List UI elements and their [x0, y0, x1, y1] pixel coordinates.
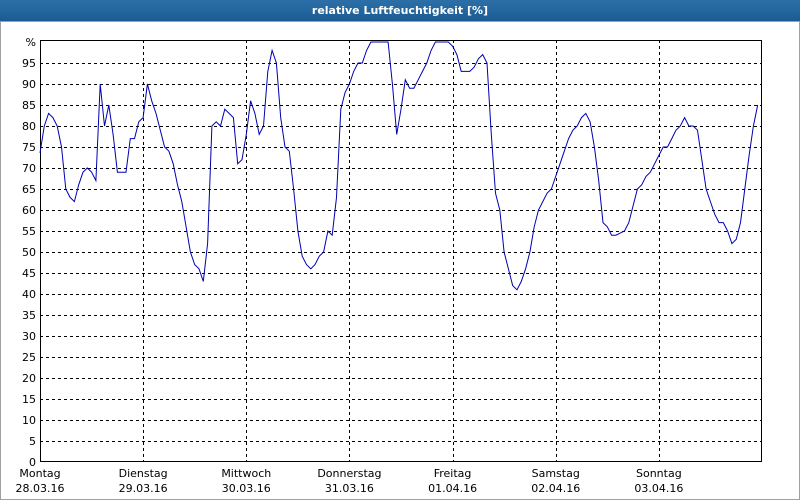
y-tick-label: %: [26, 36, 36, 49]
x-tick-label: 31.03.16: [325, 482, 374, 495]
y-tick-label: 45: [22, 267, 36, 280]
x-tick-label: 01.04.16: [428, 482, 477, 495]
y-tick-label: 70: [22, 162, 36, 175]
x-tick-label: 28.03.16: [16, 482, 65, 495]
data-line: [39, 41, 759, 291]
chart-title: relative Luftfeuchtigkeit [%]: [312, 4, 488, 17]
x-tick-label: Mittwoch: [221, 467, 271, 480]
y-tick-label: 40: [22, 288, 36, 301]
y-tick-label: 25: [22, 351, 36, 364]
y-tick-label: 80: [22, 120, 36, 133]
y-tick-label: 0: [29, 456, 36, 469]
y-tick-label: 15: [22, 393, 36, 406]
x-tick-label: Freitag: [434, 467, 472, 480]
y-tick-label: 10: [22, 414, 36, 427]
y-tick-label: 95: [22, 57, 36, 70]
x-tick-label: Donnerstag: [317, 467, 381, 480]
x-tick-label: 02.04.16: [531, 482, 580, 495]
title-bar: [0, 0, 800, 21]
x-tick-label: Dienstag: [119, 467, 168, 480]
y-tick-label: 35: [22, 309, 36, 322]
y-tick-label: 50: [22, 246, 36, 259]
y-tick-label: 20: [22, 372, 36, 385]
y-tick-label: 65: [22, 183, 36, 196]
x-tick-label: Montag: [19, 467, 60, 480]
x-tick-label: 30.03.16: [222, 482, 271, 495]
y-tick-label: 85: [22, 99, 36, 112]
x-tick-label: 03.04.16: [634, 482, 683, 495]
y-tick-label: 90: [22, 78, 36, 91]
y-tick-label: 60: [22, 204, 36, 217]
x-tick-label: Sonntag: [636, 467, 682, 480]
y-tick-label: 75: [22, 141, 36, 154]
y-tick-label: 55: [22, 225, 36, 238]
x-tick-label: Samstag: [532, 467, 580, 480]
y-tick-label: 30: [22, 330, 36, 343]
y-tick-label: 5: [29, 435, 36, 448]
x-tick-label: 29.03.16: [119, 482, 168, 495]
plot-area: [40, 40, 762, 462]
